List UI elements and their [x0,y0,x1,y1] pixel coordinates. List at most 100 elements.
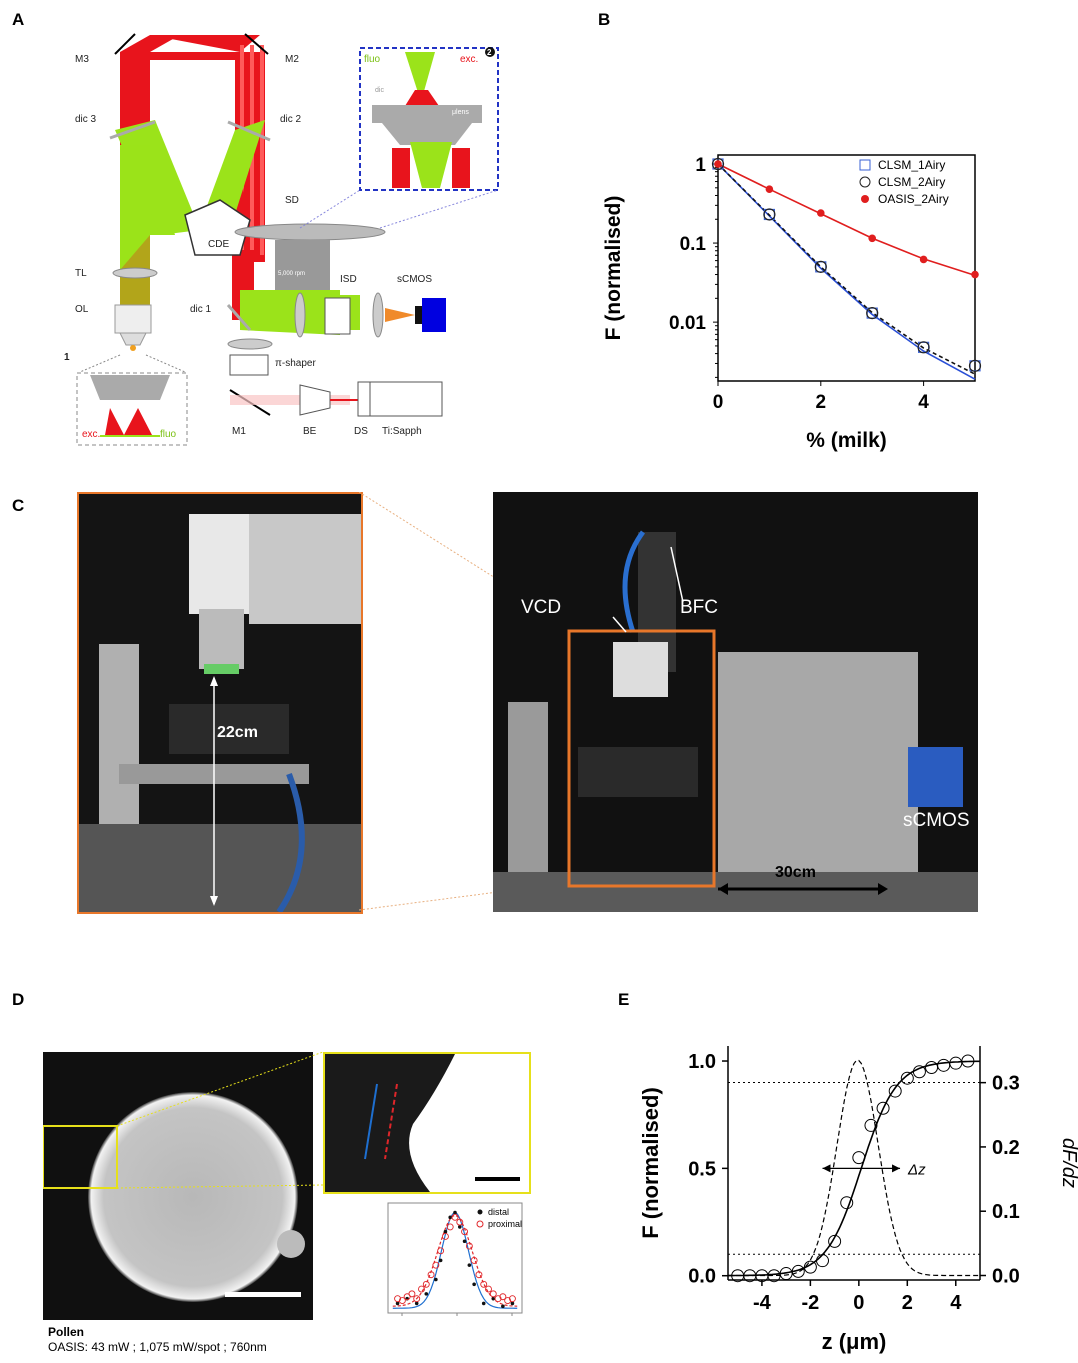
label-inset1-exc: exc. [82,429,100,440]
pollen-caption-title: Pollen [48,1325,85,1339]
zoom-inset-edge [323,1052,531,1194]
x-tick-label: 4 [918,392,929,413]
label-pi-shaper: π-shaper [275,358,316,369]
data-point [912,1065,926,1079]
profile-legend-marker [476,1220,484,1228]
y-tick-label: 0.01 [669,313,706,334]
point-OASIS_2Airy [919,255,928,264]
data-point [900,1071,914,1085]
legend-marker [861,195,869,203]
isd-box [324,297,351,335]
dimension-22cm: 22cm [217,724,258,741]
profile-point-proximal [408,1290,416,1298]
arrow-head-right [892,1164,901,1173]
profile-point-proximal [441,1233,449,1240]
panel-letter-d: D [12,990,25,1009]
x-tick-label: 2 [902,1292,913,1314]
point-CLSM_2Airy [814,260,827,273]
legend-label-CLSM_1Airy: CLSM_1Airy [878,158,945,172]
label-be: BE [303,426,317,437]
inset-objective [76,372,188,446]
ti-sapph-laser [369,381,443,417]
profile-point-proximal [398,1297,406,1305]
profile-point-distal [434,1277,438,1282]
pi-shaper-box [229,354,269,376]
profile-point-distal [457,1225,462,1229]
y2-tick-label: 0.3 [992,1073,1020,1095]
data-point [961,1054,975,1068]
label-tl: TL [75,268,87,279]
profile-point-proximal [446,1223,454,1231]
profile-point-proximal [499,1293,507,1301]
profile-point-proximal [418,1285,425,1293]
point-OASIS_2Airy [817,209,825,217]
plot-frame [717,154,976,382]
label-inset2-num: 2 [487,48,492,57]
x-tick-label: -4 [753,1292,772,1314]
profile-point-proximal [413,1295,421,1303]
pi-shaper-lens [227,338,273,350]
data-point [791,1264,805,1278]
profile-point-distal [395,1301,400,1306]
y2-tick-label: 0.0 [992,1266,1020,1288]
panel-letter-e: E [618,990,630,1009]
point-CLSM_2Airy [711,157,725,171]
data-point [937,1058,951,1072]
profile-legend-distal: distal [488,1207,509,1217]
profile-point-distal [472,1282,476,1287]
photo-full-setup: VCD BFC sCMOS 30cm [493,492,978,912]
y-tick-label: 0.0 [688,1266,716,1288]
x-axis-label: % (milk) [806,429,887,452]
pollen-image [43,1052,313,1320]
profile-point-distal [448,1215,453,1220]
chart-e-axial-response: -4 -2 0 2 4 0.0 0.5 1.0 0.0 0.1 0.2 0.3 z (μm) F (nor… [638,1046,1078,1354]
profile-point-proximal [485,1285,492,1293]
dichroic-2 [227,120,271,142]
profile-point-proximal [494,1295,502,1303]
label-rpm: 5,000 rpm [278,271,305,277]
label-inset2-dic: dic [375,87,384,94]
pollen-caption-detail: OASIS: 43 mW ; 1,075 mW/spot ; 760nm [48,1340,267,1354]
y-tick-label: 0.5 [688,1158,716,1180]
tube-lens [112,267,158,279]
x-tick-label: 2 [816,392,827,413]
delta-z-label: Δz [907,1161,926,1178]
camera-lens [372,292,384,338]
profile-point-distal [424,1292,429,1296]
x-tick-label: 4 [950,1292,962,1314]
legend-marker [859,176,871,188]
arrow-head-left [822,1164,831,1173]
profile-point-distal [443,1229,448,1234]
objective-lens [114,304,152,334]
label-dic3: dic 3 [75,114,97,125]
point-OASIS_2Airy [714,160,722,168]
label-scmos: sCMOS [397,274,432,285]
inset-microlens [359,47,499,191]
point-CLSM_2Airy [763,208,776,221]
label-dic2: dic 2 [280,114,302,125]
label-m1: M1 [232,426,246,437]
label-isd: ISD [340,274,357,285]
label-sd: SD [285,195,299,206]
chart-b-milk-attenuation: 0 2 4 1 0.1 0.01 % (milk) F (normalised) CLSM_1A… [602,154,982,452]
profile-legend-proximal: proximal [488,1219,522,1229]
legend-label-OASIS_2Airy: OASIS_2Airy [878,192,949,206]
label-ds: DS [354,426,368,437]
optical-setup-diagram: M3 M2 dic 3 dic 2 CDE SD 5,000 rpm TL OL… [64,33,499,446]
fit-line-0 [717,163,976,380]
data-point [816,1254,829,1268]
point-OASIS_2Airy [868,234,876,243]
data-point [864,1118,878,1132]
relay-lens [294,292,306,338]
chart-d-line-profile: distal proximal [387,1202,523,1316]
derivative-curve [728,1059,980,1277]
label-m2: M2 [285,54,299,65]
mirror-m2 [244,33,269,55]
label-dic1: dic 1 [190,304,212,315]
profile-point-proximal [456,1218,464,1226]
label-cde: CDE [208,239,229,250]
y2-tick-label: 0.2 [992,1137,1020,1159]
scmos-camera [422,298,446,332]
point-CLSM_2Airy [968,359,982,372]
point-CLSM_2Airy [866,307,879,320]
